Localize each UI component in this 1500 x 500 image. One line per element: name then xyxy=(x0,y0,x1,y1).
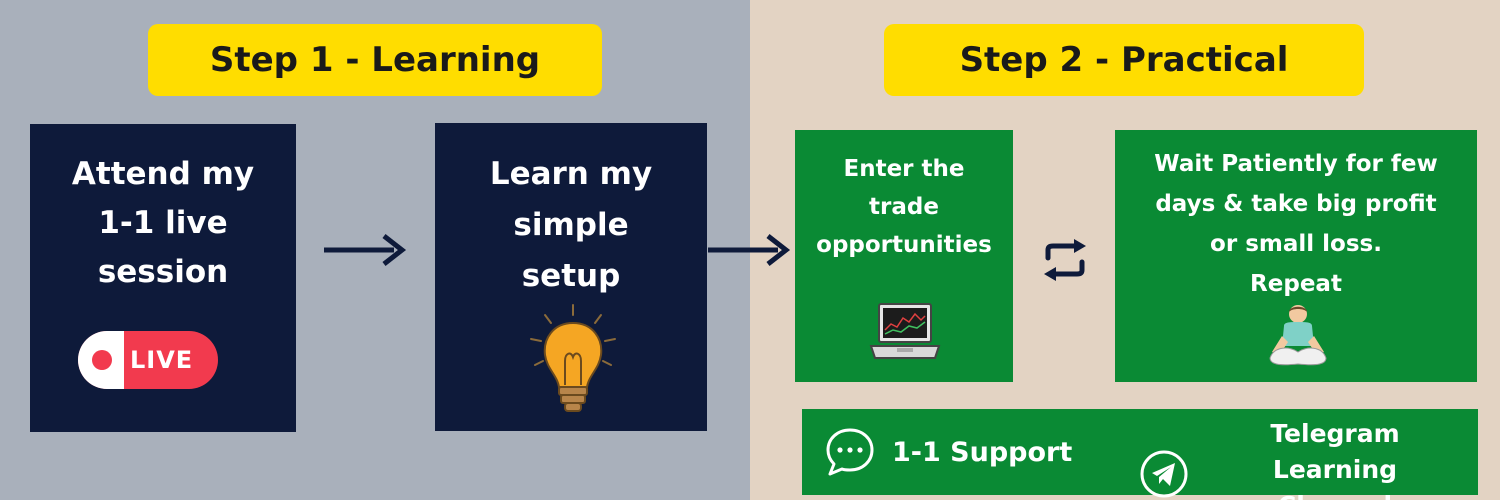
telegram-icon xyxy=(1140,450,1188,498)
attend-session-box: Attend my 1-1 live session LIVE xyxy=(30,124,296,432)
enter-trade-text: Enter the trade opportunities xyxy=(816,156,992,258)
wait-patiently-text: Wait Patiently for few days & take big p… xyxy=(1154,151,1438,297)
live-icon: LIVE xyxy=(78,331,218,389)
support-label: 1-1 Support xyxy=(892,436,1073,468)
chat-bubble-icon xyxy=(826,428,874,476)
learn-setup-box: Learn my simple setup xyxy=(435,123,707,431)
arrow-right-icon xyxy=(708,234,791,266)
enter-trade-box: Enter the trade opportunities xyxy=(795,130,1013,382)
telegram-item: Telegram Learning Channel xyxy=(1138,416,1466,500)
step1-banner: Step 1 - Learning xyxy=(148,24,602,96)
step1-title: Step 1 - Learning xyxy=(209,40,541,80)
step2-banner: Step 2 - Practical xyxy=(884,24,1364,96)
meditating-person-icon xyxy=(1269,305,1327,366)
learn-setup-text: Learn my simple setup xyxy=(489,156,653,294)
repeat-icon xyxy=(1044,239,1086,281)
lightbulb-icon xyxy=(530,304,616,412)
telegram-label: Telegram Learning Channel xyxy=(1270,419,1400,500)
step2-title: Step 2 - Practical xyxy=(959,40,1289,80)
support-bar: 1-1 Support Telegram Learning Channel xyxy=(802,409,1478,500)
live-badge-label: LIVE xyxy=(130,346,194,374)
wait-patiently-box: Wait Patiently for few days & take big p… xyxy=(1115,130,1477,382)
laptop-icon xyxy=(869,303,941,359)
arrow-right-icon xyxy=(324,234,407,266)
attend-session-text: Attend my 1-1 live session xyxy=(71,156,255,290)
support-item: 1-1 Support xyxy=(824,426,1072,478)
